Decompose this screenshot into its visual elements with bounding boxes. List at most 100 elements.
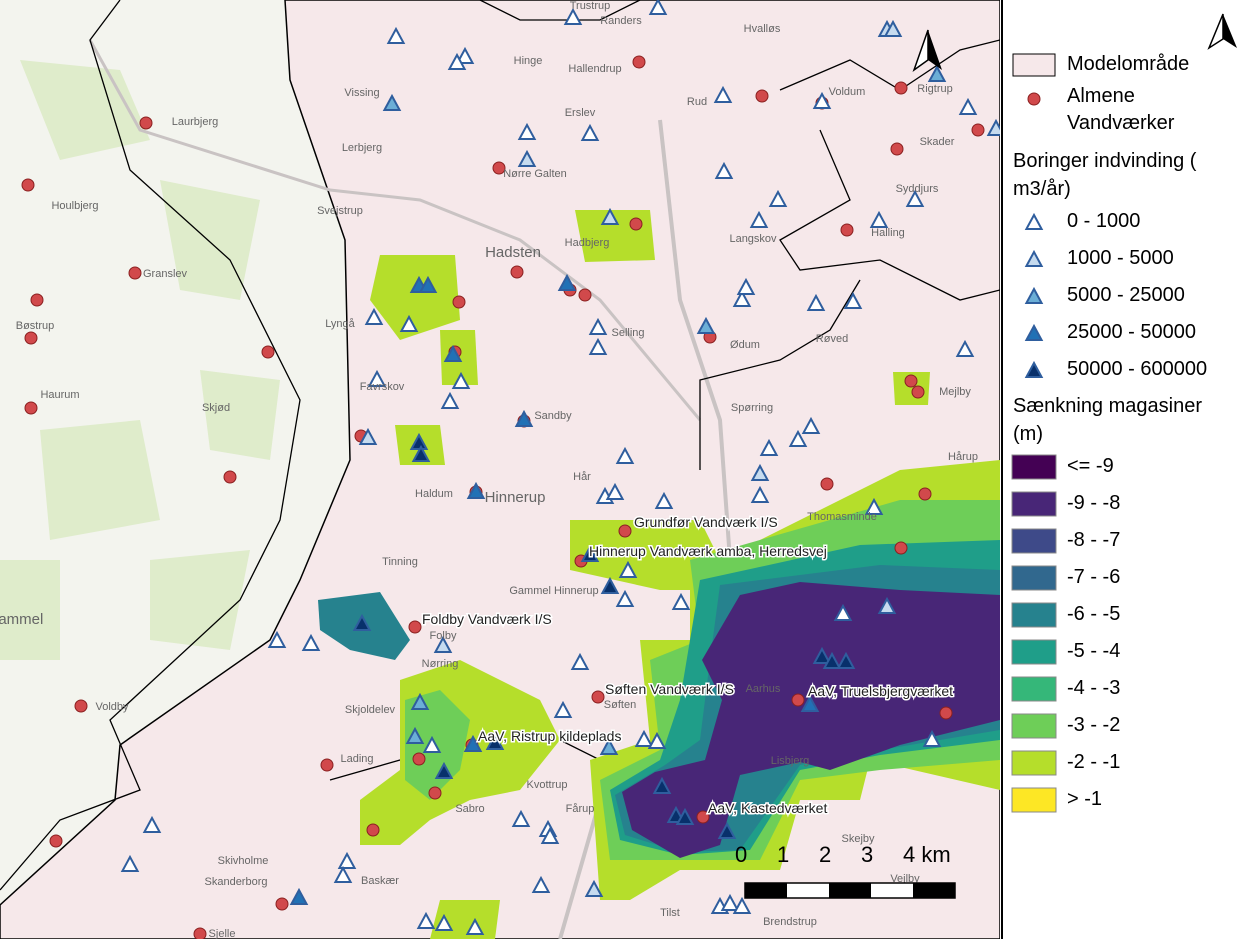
place-name: Selling: [611, 327, 644, 339]
well-point: [411, 444, 431, 462]
scale-bar: [744, 882, 956, 899]
waterworks-point: [696, 810, 710, 824]
well-point: [800, 694, 820, 712]
well-point: [675, 807, 695, 825]
well-point: [588, 337, 608, 355]
waterworks-point: [820, 477, 834, 491]
well-point: [418, 275, 438, 293]
well-point: [584, 879, 604, 897]
well-point: [736, 277, 756, 295]
well-point: [812, 91, 832, 109]
place-name: Svejstrup: [317, 205, 363, 217]
scale-label: 0: [735, 842, 747, 867]
drawdown-area: [405, 690, 470, 800]
well-point: [864, 497, 884, 515]
drawdown-areas: [318, 210, 1000, 939]
place-name: Skivholme: [218, 855, 269, 867]
well-point: [570, 652, 590, 670]
scale-labels: 0 1 2 3 4 km: [735, 842, 951, 867]
well-point: [714, 161, 734, 179]
place-name: Ødum: [730, 339, 760, 351]
well-point: [599, 737, 619, 755]
legend-drawdown-class: > -1: [1003, 781, 1253, 818]
place-name: Aarhus: [746, 683, 781, 695]
place-name: Folby: [430, 630, 457, 642]
well-point: [580, 544, 600, 562]
legend-label: <= -9: [1067, 455, 1114, 477]
well-point: [986, 118, 1000, 136]
well-point: [517, 149, 537, 167]
place-name: Langskov: [729, 233, 777, 245]
well-point: [618, 560, 638, 578]
waterworks-point: [452, 295, 466, 309]
well-point: [654, 491, 674, 509]
place-name: Granslev: [143, 268, 188, 280]
well-point: [386, 26, 406, 44]
place-name: Hinge: [514, 55, 543, 67]
legend-well-class: 5000 - 25000: [1003, 277, 1253, 314]
well-point: [759, 438, 779, 456]
place-name: Sabro: [455, 803, 484, 815]
place-labels: Randers Trustrup Hvalløs Hinge Hallendrup Vis…: [0, 0, 978, 939]
scale-label: 1: [777, 842, 789, 867]
well-point: [720, 893, 740, 911]
well-point: [416, 911, 436, 929]
waterworks-point: [408, 620, 422, 634]
waterworks-point: [428, 786, 442, 800]
place-name: Spørring: [731, 402, 773, 414]
well-point: [605, 482, 625, 500]
well-point: [517, 122, 537, 140]
well-point: [647, 731, 667, 749]
north-arrow: [1207, 13, 1237, 50]
legend-model-area: Modelområde: [1003, 46, 1253, 83]
well-point: [531, 875, 551, 893]
well-point: [405, 726, 425, 744]
well-point: [696, 316, 716, 334]
place-name: Hårup: [948, 451, 978, 463]
well-point: [434, 761, 454, 779]
waterworks-point: [24, 401, 38, 415]
place-name: Laurbjerg: [172, 116, 218, 128]
waterworks-point: [904, 374, 918, 388]
waterworks-label: Foldby Vandværk I/S: [422, 611, 552, 627]
well-point: [600, 207, 620, 225]
place-name: Hvalløs: [744, 23, 781, 35]
well-point: [750, 485, 770, 503]
legend-label: 25000 - 50000: [1067, 321, 1197, 343]
well-point: [713, 85, 733, 103]
legend-label: Modelområde: [1067, 53, 1190, 75]
well-point: [399, 314, 419, 332]
well-point: [717, 821, 737, 839]
legend-well-class: 50000 - 600000: [1003, 351, 1253, 388]
legend-well-class: 0 - 1000: [1003, 203, 1253, 240]
waterworks-point: [918, 487, 932, 501]
legend-drawdown-class: -9 - -8: [1003, 485, 1253, 522]
well-point: [801, 416, 821, 434]
legend-well-class: 1000 - 5000: [1003, 240, 1253, 277]
well-points: [120, 0, 1000, 935]
place-name: Rigtrup: [917, 83, 952, 95]
place-name: Haurum: [40, 389, 79, 401]
well-point: [833, 603, 853, 621]
legend-drawdown-class: -6 - -5: [1003, 596, 1253, 633]
well-point: [927, 64, 947, 82]
place-name: Syddjurs: [896, 183, 939, 195]
legend-label: 0 - 1000: [1067, 210, 1141, 232]
place-name: Randers: [600, 15, 642, 27]
place-name: Røved: [816, 333, 848, 345]
well-point: [267, 630, 287, 648]
well-point: [836, 651, 856, 669]
well-point: [466, 481, 486, 499]
well-point: [422, 735, 442, 753]
legend-label: -3 - -2: [1067, 714, 1121, 736]
place-name: Fårup: [566, 803, 595, 815]
place-name: Skanderborg: [205, 876, 268, 888]
place-name: Gammel Hinnerup: [509, 585, 598, 597]
waterworks-points: [21, 55, 985, 939]
place-name: Houlbjerg: [51, 200, 98, 212]
well-point: [652, 776, 672, 794]
waterworks-label: Grundfør Vandværk I/S: [634, 514, 778, 530]
well-point: [142, 815, 162, 833]
waterworks-point: [578, 288, 592, 302]
well-point: [511, 809, 531, 827]
